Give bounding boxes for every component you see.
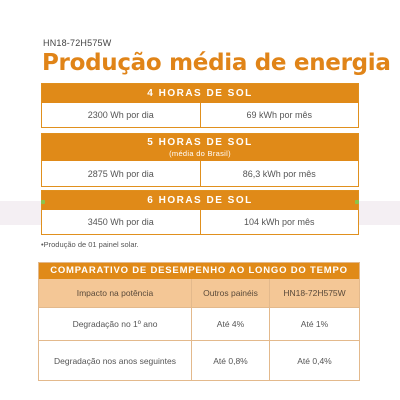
monthly-production: 104 kWh por mês [199,210,359,234]
daily-production: 3450 Wh por dia [87,217,154,227]
block-header: 6 HORAS DE SOL [42,191,358,210]
footnote: •Produção de 01 painel solar. [41,240,139,249]
block-header: 5 HORAS DE SOL (média do Brasil) [42,134,358,161]
block-values-row: 2875 Wh por dia 86,3 kWh por mês [42,161,358,186]
monthly-production: 69 kWh por mês [199,103,359,127]
page-title: Produção média de energia [42,50,391,76]
sun-hours-block-4: 4 HORAS DE SOL 2300 Wh por dia 69 kWh po… [41,83,359,128]
table-row: Degradação no 1º ano Até 4% Até 1% [39,307,359,340]
column-header: HN18-72H575W [269,279,359,307]
model-code: HN18-72H575W [43,38,112,48]
table-cell: Até 4% [191,308,269,340]
block-values-row: 2300 Wh por dia 69 kWh por mês [42,103,358,127]
sun-hours-block-6: 6 HORAS DE SOL 3450 Wh por dia 104 kWh p… [41,190,359,235]
table-cell: Até 1% [269,308,359,340]
block-header-title: 5 HORAS DE SOL [147,137,253,148]
block-header-subtitle: (média do Brasil) [169,149,231,158]
column-header: Outros painéis [191,279,269,307]
block-header: 4 HORAS DE SOL [42,84,358,103]
table-header-row: Impacto na potência Outros painéis HN18-… [39,279,359,307]
marker-dot-icon [41,200,45,204]
daily-production: 2300 Wh por dia [87,110,154,120]
comparison-table: COMPARATIVO DE DESEMPENHO AO LONGO DO TE… [38,262,360,381]
table-cell: Degradação nos anos seguintes [54,355,176,366]
column-header: Impacto na potência [39,279,191,307]
table-row: Degradação nos anos seguintes Até 0,8% A… [39,340,359,380]
marker-dot-icon [355,200,359,204]
table-cell: Degradação no 1º ano [72,319,158,329]
monthly-production: 86,3 kWh por mês [199,161,359,186]
comparison-title: COMPARATIVO DE DESEMPENHO AO LONGO DO TE… [39,263,359,279]
daily-production: 2875 Wh por dia [87,168,154,179]
table-cell: Até 0,4% [269,341,359,380]
table-cell: Até 0,8% [191,341,269,380]
sun-hours-block-5: 5 HORAS DE SOL (média do Brasil) 2875 Wh… [41,133,359,187]
block-values-row: 3450 Wh por dia 104 kWh por mês [42,210,358,234]
